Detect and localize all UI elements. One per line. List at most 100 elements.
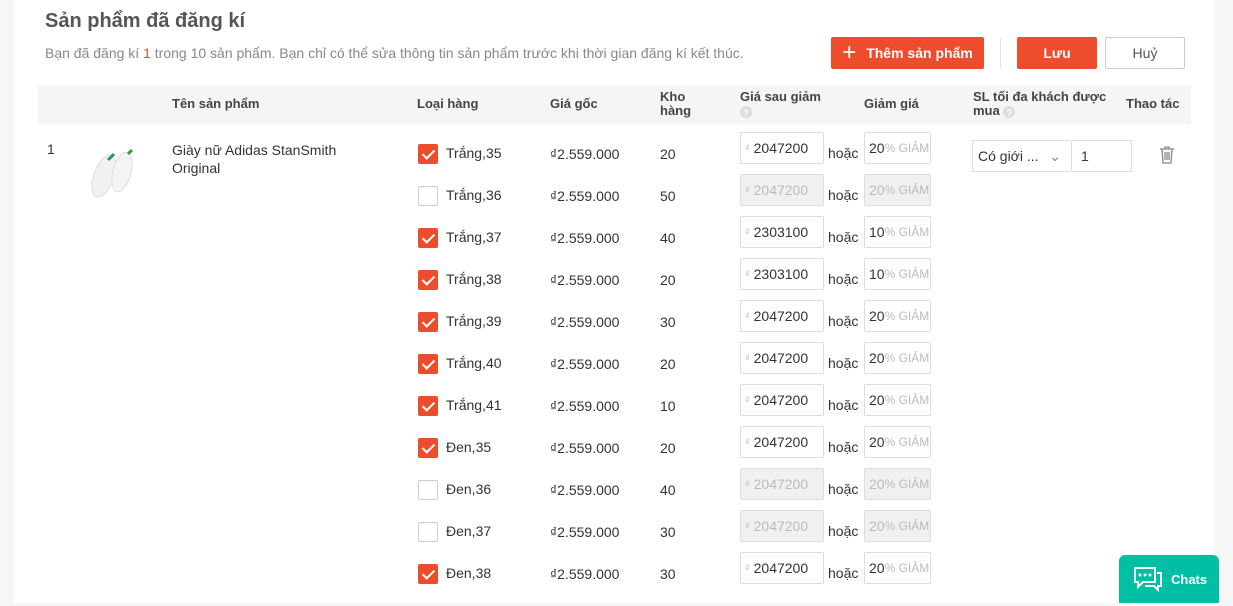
stock: 20: [660, 272, 676, 288]
stock: 50: [660, 188, 676, 204]
variant-label: Đen,38: [446, 565, 492, 581]
variant-checkbox[interactable]: [418, 228, 438, 248]
help-icon[interactable]: ?: [1003, 105, 1016, 118]
info-text: Bạn đã đăng kí: [45, 45, 144, 61]
discount-percent-input[interactable]: 20% GIẢM: [864, 426, 931, 458]
or-label: hoặc: [828, 145, 859, 161]
discount-percent-input[interactable]: 20% GIẢM: [864, 384, 931, 416]
discount-percent-input[interactable]: 20% GIẢM: [864, 510, 931, 542]
discounted-price-value: 2303100: [753, 224, 809, 240]
discount-percent-input[interactable]: 20% GIẢM: [864, 342, 931, 374]
or-label: hoặc: [828, 355, 859, 371]
discount-suffix: % GIẢM: [884, 309, 930, 323]
product-image: [80, 140, 142, 202]
stock: 40: [660, 482, 676, 498]
discounted-price-input[interactable]: ₫ 2303100: [740, 216, 824, 248]
help-icon[interactable]: ?: [740, 105, 752, 118]
discounted-price-input[interactable]: ₫ 2303100: [740, 258, 824, 290]
col-variant: Loại hàng: [417, 96, 479, 111]
variant-label: Đen,35: [446, 439, 492, 455]
variant-checkbox[interactable]: [418, 564, 438, 584]
discount-suffix: % GIẢM: [884, 267, 930, 281]
discount-value: 20: [869, 560, 885, 576]
discounted-price-input[interactable]: ₫ 2047200: [740, 510, 824, 542]
add-product-button[interactable]: + Thêm sản phẩm: [831, 37, 984, 69]
variant-checkbox[interactable]: [418, 270, 438, 290]
variant-label: Đen,36: [446, 481, 492, 497]
chat-button[interactable]: Chats: [1119, 555, 1219, 603]
discounted-price-input[interactable]: ₫ 2047200: [740, 468, 824, 500]
discounted-price-input[interactable]: ₫ 2047200: [740, 342, 824, 374]
stock: 30: [660, 566, 676, 582]
discounted-price-input[interactable]: ₫ 2047200: [740, 426, 824, 458]
discounted-price-input[interactable]: ₫ 2047200: [740, 132, 824, 164]
stock: 20: [660, 440, 676, 456]
discounted-price-value: 2047200: [753, 518, 809, 534]
discounted-price-value: 2047200: [753, 434, 809, 450]
variant-checkbox[interactable]: [418, 396, 438, 416]
discount-value: 20: [869, 476, 885, 492]
registered-count: 1: [143, 45, 151, 61]
discounted-price-input[interactable]: ₫ 2047200: [740, 552, 824, 584]
discount-percent-input[interactable]: 20% GIẢM: [864, 132, 931, 164]
original-price: ₫2.559.000: [550, 398, 620, 414]
table-header: Tên sản phẩm Loại hàng Giá gốc Kho hàng …: [38, 85, 1191, 124]
variant-checkbox[interactable]: [418, 354, 438, 374]
discount-value: 20: [869, 434, 885, 450]
variant-checkbox[interactable]: [418, 144, 438, 164]
discount-percent-input[interactable]: 20% GIẢM: [864, 468, 931, 500]
col-action: Thao tác: [1126, 96, 1180, 111]
variant-checkbox[interactable]: [418, 186, 438, 206]
variant-row: Trắng,35 ₫2.559.000 20 ₫ 2047200 hoặc 20%…: [0, 132, 1233, 186]
discounted-price-input[interactable]: ₫ 2047200: [740, 300, 824, 332]
variant-row: Trắng,41 ₫2.559.000 10 ₫ 2047200 hoặc 20%…: [0, 384, 1233, 438]
variant-checkbox[interactable]: [418, 312, 438, 332]
original-price: ₫2.559.000: [550, 272, 620, 288]
discount-suffix: % GIẢM: [884, 141, 930, 155]
stock: 10: [660, 398, 676, 414]
or-label: hoặc: [828, 187, 859, 203]
currency-symbol: ₫: [745, 227, 750, 237]
variant-checkbox[interactable]: [418, 480, 438, 500]
discount-percent-input[interactable]: 20% GIẢM: [864, 174, 931, 206]
discounted-price-value: 2047200: [753, 560, 809, 576]
or-label: hoặc: [828, 397, 859, 413]
discount-percent-input[interactable]: 20% GIẢM: [864, 300, 931, 332]
save-button[interactable]: Lưu: [1017, 37, 1097, 69]
stock: 20: [660, 146, 676, 162]
trash-icon[interactable]: [1159, 146, 1175, 164]
discount-value: 10: [869, 266, 885, 282]
variant-checkbox[interactable]: [418, 438, 438, 458]
discount-value: 10: [869, 224, 885, 240]
currency-symbol: ₫: [745, 143, 750, 153]
discounted-price-value: 2047200: [753, 140, 809, 156]
variant-label: Trắng,36: [446, 187, 502, 203]
currency-symbol: ₫: [745, 269, 750, 279]
cancel-button[interactable]: Huỷ: [1105, 37, 1185, 69]
add-product-label: Thêm sản phẩm: [866, 45, 973, 61]
variant-checkbox[interactable]: [418, 522, 438, 542]
or-label: hoặc: [828, 481, 859, 497]
discounted-price-input[interactable]: ₫ 2047200: [740, 174, 824, 206]
currency-symbol: ₫: [745, 521, 750, 531]
currency-symbol: ₫: [745, 437, 750, 447]
discount-percent-input[interactable]: 10% GIẢM: [864, 258, 931, 290]
variant-row: Trắng,37 ₫2.559.000 40 ₫ 2303100 hoặc 10%…: [0, 216, 1233, 270]
plus-icon: +: [842, 39, 857, 66]
original-price: ₫2.559.000: [550, 356, 620, 372]
variant-row: Trắng,38 ₫2.559.000 20 ₫ 2303100 hoặc 10%…: [0, 258, 1233, 312]
original-price: ₫2.559.000: [550, 566, 620, 582]
variant-row: Trắng,36 ₫2.559.000 50 ₫ 2047200 hoặc 20%…: [0, 174, 1233, 228]
purchase-limit-input[interactable]: 1: [1071, 140, 1132, 172]
product-name: Giày nữ Adidas StanSmith Original: [172, 142, 337, 176]
stock: 20: [660, 356, 676, 372]
page-title: Sản phẩm đã đăng kí: [45, 10, 246, 32]
stock: 40: [660, 230, 676, 246]
currency-symbol: ₫: [745, 479, 750, 489]
discounted-price-input[interactable]: ₫ 2047200: [740, 384, 824, 416]
discount-percent-input[interactable]: 10% GIẢM: [864, 216, 931, 248]
currency-symbol: ₫: [745, 311, 750, 321]
discount-suffix: % GIẢM: [884, 519, 930, 533]
discount-percent-input[interactable]: 20% GIẢM: [864, 552, 931, 584]
currency-symbol: ₫: [745, 353, 750, 363]
